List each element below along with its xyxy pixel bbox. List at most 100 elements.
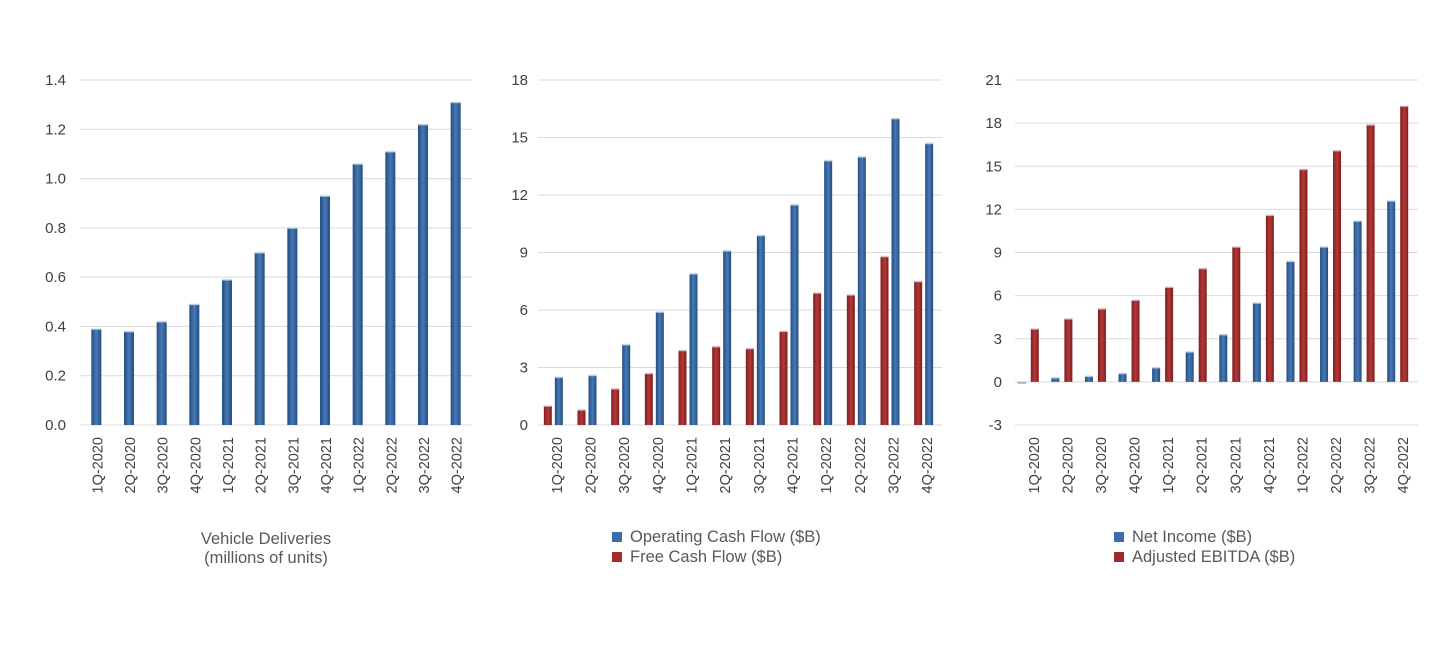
bar-cap — [824, 159, 833, 162]
y-tick-label: 18 — [511, 72, 528, 89]
bar-cap — [1387, 199, 1396, 202]
bar-cap — [644, 372, 653, 375]
bar-cap — [1286, 260, 1295, 263]
x-tick-label: 1Q-2020 — [550, 437, 566, 493]
y-tick-label: 6 — [520, 302, 528, 319]
bar-cap — [745, 347, 754, 350]
bar-cap — [1198, 267, 1207, 270]
x-axis-label: Vehicle Deliveries — [201, 530, 331, 548]
y-tick-label: 12 — [985, 201, 1002, 218]
y-tick-label: 1.2 — [45, 121, 66, 138]
bar — [1131, 299, 1140, 382]
x-tick-label: 1Q-2021 — [685, 437, 701, 493]
bar-cap — [156, 320, 167, 323]
bar — [577, 409, 586, 425]
bar — [1333, 150, 1342, 382]
bar — [1185, 351, 1194, 382]
y-tick-label: 3 — [994, 331, 1002, 348]
bar — [1152, 367, 1161, 382]
bar — [1084, 376, 1093, 382]
bar-cap — [1333, 149, 1342, 152]
bar-cap — [1185, 350, 1194, 353]
x-tick-label: 3Q-2021 — [286, 437, 302, 493]
bar — [1320, 246, 1329, 382]
bar — [712, 346, 721, 425]
bar-cap — [1152, 366, 1161, 369]
bar-cap — [846, 293, 855, 296]
bar — [1097, 308, 1106, 382]
bar — [554, 377, 563, 425]
bar — [91, 328, 102, 425]
legend-swatch — [1114, 532, 1124, 542]
x-tick-label: 4Q-2021 — [786, 437, 802, 493]
bar-cap — [611, 387, 620, 390]
bar-cap — [622, 343, 631, 346]
bar-cap — [1051, 376, 1060, 379]
y-tick-label: 0.6 — [45, 269, 66, 286]
bar-cap — [254, 251, 265, 254]
y-tick-label: 9 — [994, 245, 1002, 262]
bar-cap — [891, 117, 900, 120]
bar — [1353, 220, 1362, 382]
x-tick-label: 2Q-2020 — [584, 437, 600, 493]
bar-cap — [352, 162, 363, 165]
bar — [1286, 261, 1295, 382]
bar-cap — [1299, 168, 1308, 171]
bar-cap — [1131, 298, 1140, 301]
y-tick-label: -3 — [989, 417, 1002, 434]
bar-cap — [712, 345, 721, 348]
x-tick-label: 3Q-2020 — [617, 437, 633, 493]
bar — [644, 373, 653, 425]
bar — [1265, 215, 1274, 382]
x-tick-label: 1Q-2020 — [1027, 437, 1043, 493]
x-tick-label: 4Q-2020 — [651, 437, 667, 493]
bar — [450, 102, 461, 425]
bar — [891, 118, 900, 425]
bar — [779, 331, 788, 425]
y-tick-label: 21 — [985, 72, 1002, 89]
x-tick-label: 3Q-2020 — [1094, 437, 1110, 493]
bar-cap — [857, 155, 866, 158]
bar — [418, 124, 428, 425]
x-tick-label: 3Q-2021 — [1228, 437, 1244, 493]
bar-cap — [678, 349, 687, 352]
bar — [655, 311, 664, 425]
x-tick-label: 4Q-2021 — [1262, 437, 1278, 493]
bar — [689, 273, 698, 425]
bar-cap — [1232, 245, 1241, 248]
legend-label: Net Income ($B) — [1132, 528, 1252, 546]
y-tick-label: 1.4 — [45, 72, 66, 89]
x-tick-label: 1Q-2022 — [1295, 437, 1311, 493]
bar — [1064, 318, 1073, 382]
bar-cap — [790, 203, 799, 206]
legend-label: Adjusted EBITDA ($B) — [1132, 548, 1295, 566]
x-tick-label: 2Q-2021 — [718, 437, 734, 493]
bar-cap — [914, 280, 923, 283]
bar-cap — [1252, 301, 1261, 304]
bar-cap — [222, 278, 232, 281]
bar — [352, 163, 363, 426]
bar-cap — [779, 330, 788, 333]
legend-label: Operating Cash Flow ($B) — [630, 528, 821, 546]
bar-cap — [689, 272, 698, 275]
x-tick-label: 4Q-2022 — [1396, 437, 1412, 493]
bar-cap — [124, 330, 134, 333]
y-tick-label: 0.4 — [45, 318, 66, 335]
bar — [543, 405, 552, 425]
bar — [914, 281, 923, 425]
x-tick-label: 4Q-2020 — [1128, 437, 1144, 493]
bar — [124, 331, 134, 425]
legend-swatch — [1114, 552, 1124, 562]
x-tick-label: 2Q-2022 — [853, 437, 869, 493]
bar-cap — [1165, 286, 1174, 288]
bar — [1118, 373, 1127, 382]
bar-cap — [880, 255, 889, 258]
x-axis-label: (millions of units) — [204, 549, 328, 567]
bar-cap — [1064, 317, 1073, 320]
bar — [189, 304, 200, 425]
y-tick-label: 15 — [511, 130, 528, 147]
bar-cap — [320, 194, 330, 197]
x-tick-label: 3Q-2022 — [417, 437, 433, 493]
bar — [1232, 246, 1241, 382]
x-tick-label: 4Q-2021 — [319, 437, 335, 493]
